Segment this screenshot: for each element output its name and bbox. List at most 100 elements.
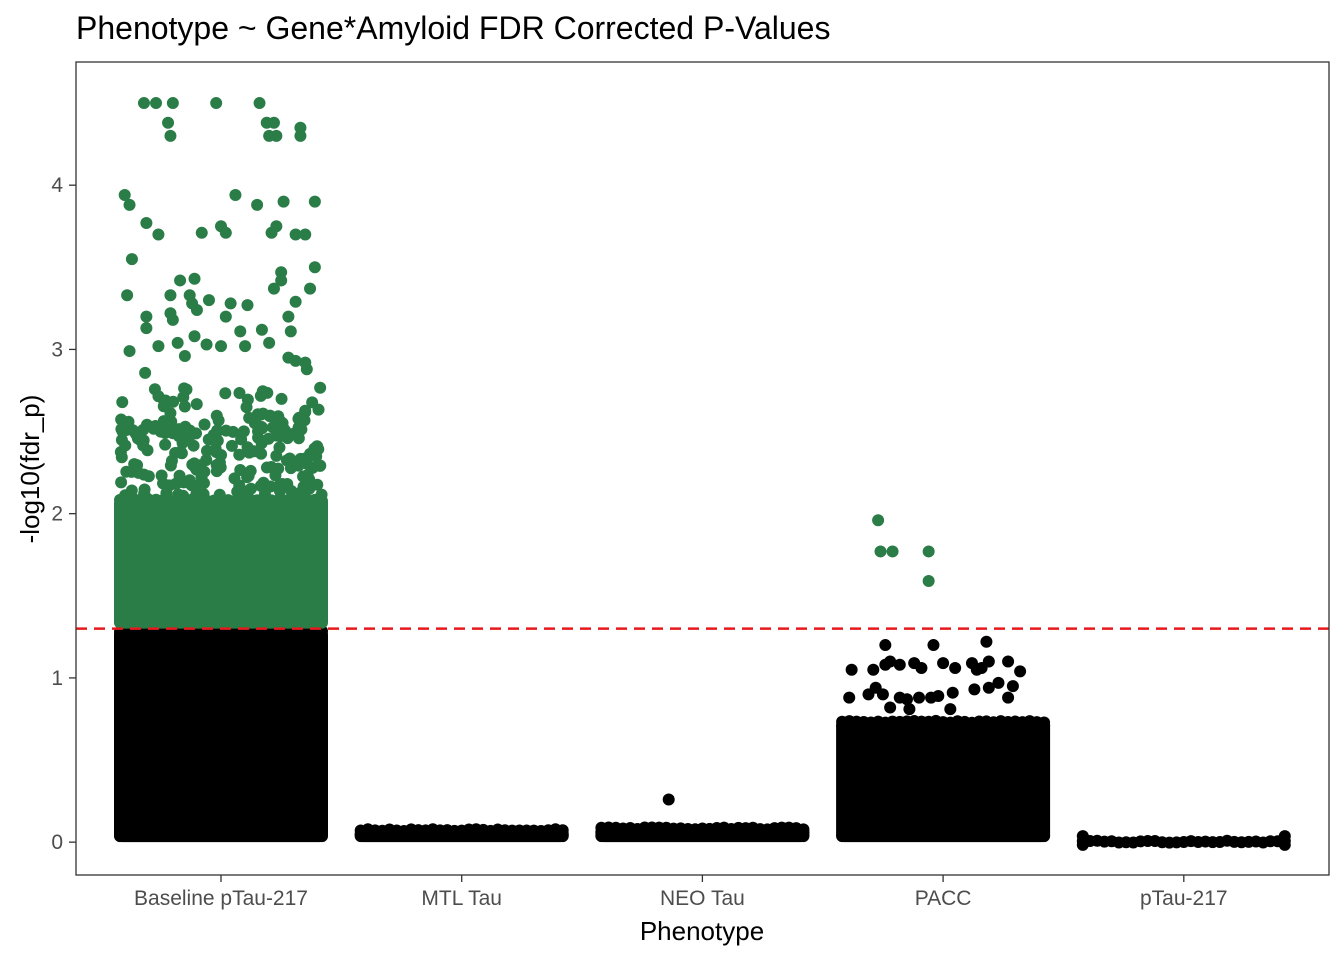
data-point — [267, 116, 280, 129]
data-point — [116, 396, 129, 409]
data-point — [138, 489, 151, 502]
data-point — [294, 129, 307, 142]
data-point — [234, 464, 247, 477]
data-point — [178, 427, 191, 440]
data-point — [148, 383, 161, 396]
data-point — [219, 226, 232, 239]
y-tick-label: 3 — [51, 338, 63, 361]
data-point — [164, 289, 177, 302]
data-point — [184, 478, 197, 491]
x-tick-label: NEO Tau — [660, 887, 745, 910]
data-point — [265, 461, 278, 474]
data-point — [269, 413, 282, 426]
data-point — [211, 434, 224, 447]
data-point — [277, 195, 290, 208]
data-point — [197, 477, 210, 490]
data-point — [285, 485, 298, 498]
data-point — [158, 394, 171, 407]
plot-layer — [76, 62, 1329, 875]
data-point — [277, 423, 290, 436]
dense-point-band — [1076, 830, 1291, 851]
data-point — [283, 452, 296, 465]
data-point — [1014, 665, 1027, 678]
data-point — [174, 274, 187, 287]
data-point — [224, 297, 237, 310]
data-point — [1002, 655, 1015, 668]
data-point — [233, 387, 246, 400]
data-point — [270, 129, 283, 142]
data-point — [267, 282, 280, 295]
data-point — [251, 198, 264, 211]
data-point — [219, 387, 232, 400]
data-point — [284, 325, 297, 338]
chart-title: Phenotype ~ Gene*Amyloid FDR Corrected P… — [76, 10, 830, 46]
data-point — [125, 484, 138, 497]
data-point — [244, 482, 257, 495]
data-point — [289, 228, 302, 241]
data-point — [900, 693, 913, 706]
data-point — [200, 338, 213, 351]
data-point — [166, 313, 179, 326]
data-point — [166, 97, 179, 110]
data-point — [845, 663, 858, 676]
data-point — [275, 392, 288, 405]
data-point — [210, 97, 223, 110]
data-point — [255, 323, 268, 336]
data-point — [160, 487, 173, 500]
data-point — [150, 97, 163, 110]
data-point — [913, 691, 926, 704]
data-point — [262, 432, 275, 445]
y-tick-label: 2 — [51, 503, 63, 526]
data-point — [197, 488, 210, 501]
data-point — [843, 691, 856, 704]
data-point — [282, 351, 295, 364]
data-point — [180, 383, 193, 396]
series-mtl-tau — [354, 823, 569, 843]
data-point — [164, 129, 177, 142]
y-tick-label: 1 — [51, 667, 63, 690]
data-point — [162, 116, 175, 129]
x-tick-label: Baseline pTau-217 — [134, 887, 308, 910]
dense-band-edge — [114, 634, 328, 837]
data-point — [308, 195, 321, 208]
data-point — [314, 459, 327, 472]
data-point — [220, 424, 233, 437]
data-point — [556, 824, 569, 837]
data-point — [215, 340, 227, 353]
data-point — [1038, 716, 1051, 729]
data-point — [915, 662, 928, 675]
data-point — [886, 545, 899, 558]
data-point — [982, 655, 995, 668]
data-point — [308, 261, 321, 274]
data-point — [946, 686, 959, 699]
data-point — [299, 228, 312, 241]
data-point — [316, 830, 328, 843]
series-neo-tau — [595, 793, 810, 843]
data-point — [270, 220, 283, 233]
data-point — [202, 433, 215, 446]
data-point — [200, 444, 213, 457]
x-tick-label: MTL Tau — [421, 887, 502, 910]
y-tick-label: 0 — [51, 831, 63, 854]
data-point — [114, 616, 126, 629]
y-tick-label: 4 — [51, 174, 63, 197]
x-tick-label: pTau-217 — [1140, 887, 1228, 910]
data-point — [797, 823, 810, 836]
data-point — [299, 452, 312, 465]
data-point — [177, 489, 190, 502]
dense-point-band — [595, 821, 810, 843]
data-point — [229, 189, 242, 202]
data-point — [275, 266, 288, 279]
data-point — [304, 282, 317, 295]
data-point — [194, 459, 207, 472]
dense-point-band — [354, 823, 569, 843]
data-point — [980, 635, 993, 648]
data-point — [312, 403, 325, 416]
data-point — [225, 439, 238, 452]
data-point — [231, 485, 244, 498]
data-point — [118, 189, 131, 202]
data-point — [944, 703, 957, 716]
data-point — [316, 616, 328, 629]
data-point — [289, 295, 302, 308]
data-point — [169, 447, 182, 460]
